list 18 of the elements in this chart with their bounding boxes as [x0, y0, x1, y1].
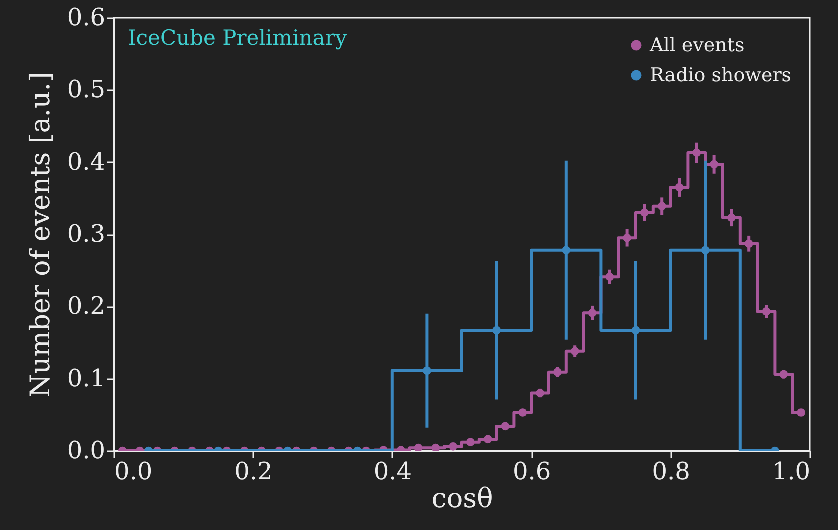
y-axis-title: Number of events [a.u.]: [25, 72, 56, 398]
x-tick-label: 0.6: [513, 458, 552, 486]
y-tick-label: 0.1: [67, 364, 106, 392]
y-tick-label: 0.0: [67, 436, 106, 464]
y-tick-label: 0.6: [67, 4, 106, 32]
y-tick-label: 0.3: [67, 220, 106, 248]
legend-label: All events: [649, 34, 745, 56]
y-tick-label: 0.4: [67, 148, 106, 176]
x-tick-label: 0.2: [234, 458, 273, 486]
legend-label: Radio showers: [650, 64, 792, 86]
y-tick-label: 0.5: [67, 76, 106, 104]
x-tick-label: 0.0: [114, 458, 153, 486]
x-axis-title: cosθ: [432, 484, 494, 514]
y-tick-label: 0.2: [67, 292, 106, 320]
annotation: IceCube Preliminary: [128, 26, 348, 50]
x-tick-label: 0.8: [652, 458, 690, 486]
x-tick-label: 0.4: [374, 458, 412, 486]
x-tick-label: 1.0: [772, 458, 810, 486]
